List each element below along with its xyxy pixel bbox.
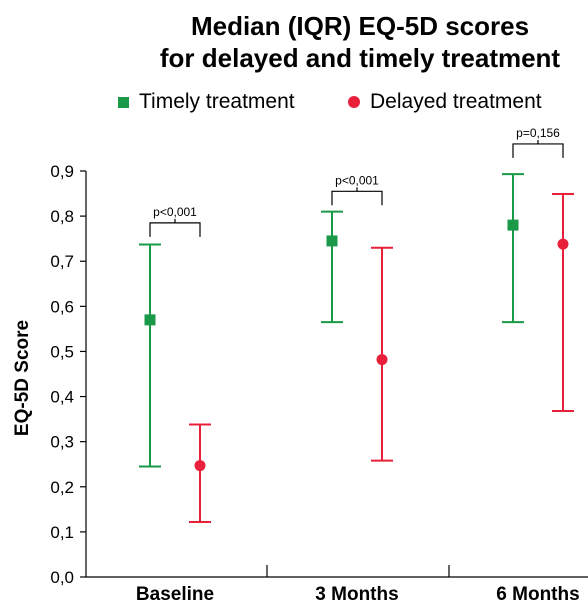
median-square-marker (144, 314, 156, 326)
y-tick-label: 0,8 (50, 207, 74, 226)
median-square-marker (326, 235, 338, 247)
y-tick-label: 0,2 (50, 478, 74, 497)
y-tick-label: 0,6 (50, 297, 74, 316)
y-tick-label: 0,1 (50, 523, 74, 542)
legend-circle-marker (348, 96, 360, 108)
median-circle-marker (557, 238, 569, 250)
legend-label-timely: Timely treatment (139, 90, 295, 113)
median-circle-marker (194, 460, 206, 472)
median-square-marker (507, 219, 519, 231)
significance-bracket (149, 222, 201, 237)
legend-label-delayed: Delayed treatment (370, 90, 542, 113)
p-value-label: p<0,001 (153, 205, 197, 219)
x-tick-label: Baseline (136, 584, 214, 604)
chart-title-line-1: Median (IQR) EQ-5D scores (190, 11, 530, 41)
significance-bracket (331, 190, 383, 206)
legend-item-timely: Timely treatment (118, 89, 295, 115)
y-tick-label: 0,5 (50, 342, 74, 361)
y-tick-label: 0,0 (50, 568, 74, 587)
y-tick-label: 0,3 (50, 433, 74, 452)
median-circle-marker (376, 354, 388, 366)
y-tick-label: 0,4 (50, 388, 74, 407)
y-tick-label: 0,9 (50, 162, 74, 181)
legend-square-marker (118, 96, 129, 108)
legend-item-delayed: Delayed treatment (348, 89, 542, 115)
significance-bracket (512, 143, 564, 158)
y-tick-label: 0,7 (50, 252, 74, 271)
p-value-label: p=0,156 (516, 126, 560, 140)
x-tick-label: 3 Months (315, 584, 398, 604)
x-tick-label: 6 Months (496, 584, 579, 604)
y-axis-label: EQ-5D Score (12, 320, 33, 436)
chart-title-line-2: for delayed and timely treatment (159, 43, 561, 73)
p-value-label: p<0,001 (335, 173, 379, 187)
